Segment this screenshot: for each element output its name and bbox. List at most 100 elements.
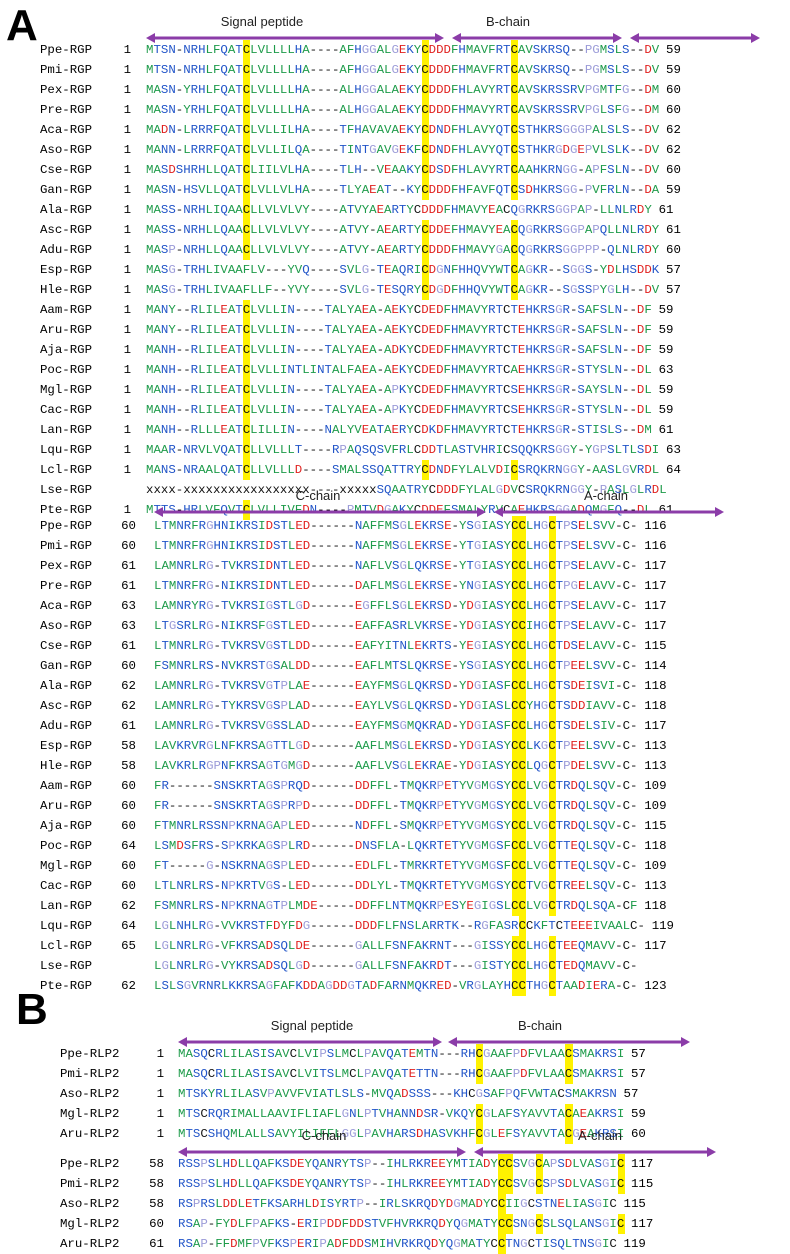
sequence-end-position: 59 — [658, 323, 674, 337]
cysteine-highlight — [242, 100, 251, 120]
cysteine-highlight — [511, 856, 520, 876]
sequence-residues: RSAP-FYDLFPAFKS-ERIPDDFDDSTVFHVRKRQDYQGM… — [178, 1217, 625, 1231]
sequence-residues: xxxx-xxxxxxxxxxxxxxxxx----xxxxxSQAATRYCD… — [146, 483, 667, 497]
sequence-name: Lan-RGP — [40, 423, 93, 437]
alignment-row: Aja-RGP 60 FTMNRLRSSNPKRNAGAPLED------NDFF… — [0, 816, 790, 836]
sequence-residues: MANY--RLILEATCLVLLIN----TALYAEA-AEKYCDED… — [146, 303, 652, 317]
sequence-name: Lqu-RGP — [40, 443, 93, 457]
sequence-name: Aso-RGP — [40, 143, 93, 157]
sequence-residues: LTMNRFRGHNIKRSIDSTLED------NAFFMSGLEKRSE… — [154, 519, 638, 533]
sequence-name: Aru-RLP2 — [60, 1237, 120, 1251]
cysteine-highlight — [519, 816, 527, 836]
sequence-residues: LTGSRLRG-NIKRSFGSTLED------EAFFASRLVKRSE… — [154, 619, 638, 633]
cysteine-highlight — [242, 420, 251, 440]
sequence-end-position: 60 — [666, 243, 681, 257]
cysteine-highlight — [548, 736, 557, 756]
cysteine-highlight — [421, 60, 430, 80]
sequence-end-position: 57 — [666, 263, 681, 277]
cysteine-highlight — [548, 676, 557, 696]
cysteine-highlight — [548, 976, 557, 996]
sequence-name: Cac-RGP — [40, 879, 93, 893]
sequence-residues: MASN-YRHLFQATCLVLLLLHA----ALHGGALAEKYCDD… — [146, 103, 660, 117]
sequence-residues: LAMNRLRG-TYKRSVGSPLAD------EAYLVSGLQKRSD… — [154, 699, 638, 713]
sequence-residues: LAMNRLRG-TVKRSVGSSLAD------EAYFMSGMQKRAD… — [154, 719, 638, 733]
sequence-end-position: 109 — [644, 859, 667, 873]
cysteine-highlight — [421, 180, 430, 200]
sequence-start-position: 1 — [123, 263, 131, 277]
sequence-residues: LTMNRLRG-TVKRSVGSTLDD------EAFYITNLEKRTS… — [154, 639, 638, 653]
sequence-residues: MANY--RLILEATCLVLLIN----TALYAEA-AEKYCDED… — [146, 323, 652, 337]
sequence-end-position: 117 — [644, 579, 667, 593]
sequence-residues: LAVKRVRGLNFKRSAGTTLGD------AAFLMSGLEKRSD… — [154, 739, 638, 753]
cysteine-highlight — [511, 280, 519, 300]
alignment-row: Aca-RGP 63 LAMNRYRG-TVKRSIGSTLGD------EGFF… — [0, 596, 790, 616]
cysteine-highlight — [511, 140, 519, 160]
sequence-residues: MTSCRQRIMALLAAVIFLIAFLGNLPTVHANNDSR-VKQY… — [178, 1107, 625, 1121]
alignment-row: Pte-RGP 62 LSLSGVRNRLKKRSAGFAFKDDAGDDGTADF… — [0, 976, 790, 996]
sequence-end-position: 117 — [631, 1217, 654, 1231]
sequence-start-position: 63 — [121, 599, 136, 613]
sequence-start-position: 1 — [123, 503, 131, 517]
sequence-name: Lse-RGP — [40, 483, 93, 497]
sequence-name: Pre-RGP — [40, 579, 93, 593]
cysteine-highlight — [511, 796, 520, 816]
sequence-residues: MANH--RLILEATCLVLLINTLINTALFAEA-AEKYCDED… — [146, 363, 652, 377]
cysteine-highlight — [519, 616, 527, 636]
sequence-name: Pte-RGP — [40, 979, 93, 993]
sequence-end-position: 59 — [658, 303, 674, 317]
alignment-row: Aso-RLP2 1 MTSKYRLILASVPAVVFVIATLSLS-MVQAD… — [0, 1084, 790, 1104]
sequence-residues: LTMNRFRGHNIKRSIDSTLED------NAFFMSGLEKRSE… — [154, 539, 638, 553]
cysteine-highlight — [519, 596, 527, 616]
alignment-row: Mgl-RGP 1 MANH--RLILEATCLVLLIN----TALYAEA-… — [0, 380, 790, 400]
cysteine-highlight — [421, 260, 430, 280]
alignment-row: Asc-RGP 62 LAMNRLRG-TYKRSVGSPLAD------EAYL… — [0, 696, 790, 716]
panel-letter: A — [6, 1, 38, 50]
sequence-name: Aam-RGP — [40, 303, 93, 317]
sequence-residues: LGLNRLRG-VYKRSADSQLGD------GALLFSNFAKRDT… — [154, 959, 638, 973]
cysteine-highlight — [548, 576, 557, 596]
cysteine-highlight — [511, 936, 520, 956]
sequence-residues: MTTS-HRLVFQVTCLVLLIVFDN----PMTVDGAKYCDDE… — [146, 503, 652, 517]
cysteine-highlight — [548, 936, 557, 956]
sequence-start-position: 62 — [121, 679, 136, 693]
sequence-start-position: 1 — [156, 1067, 164, 1081]
sequence-start-position: 65 — [121, 939, 136, 953]
sequence-end-position: 61 — [658, 423, 674, 437]
cysteine-highlight — [511, 816, 520, 836]
cysteine-highlight — [519, 796, 527, 816]
sequence-name: Aso-RGP — [40, 619, 93, 633]
sequence-end-position: 117 — [644, 719, 667, 733]
sequence-end-position: 60 — [631, 1127, 646, 1141]
sequence-end-position: 57 — [666, 283, 681, 297]
cysteine-highlight — [519, 636, 527, 656]
sequence-name: Lqu-RGP — [40, 919, 93, 933]
cysteine-highlight — [242, 80, 251, 100]
sequence-name: Ppe-RLP2 — [60, 1157, 120, 1171]
alignment-row: Ppe-RLP2 58 RSSPSLHDLLQAFKSDEYQANRYTSP--IH… — [0, 1154, 790, 1174]
alignment-row: Cac-RGP 60 LTLNRLRS-NPKRTVGS-LED------DDLY… — [0, 876, 790, 896]
sequence-name: Adu-RGP — [40, 719, 93, 733]
sequence-start-position: 61 — [121, 579, 136, 593]
sequence-start-position: 1 — [123, 103, 131, 117]
sequence-end-position: 115 — [644, 639, 667, 653]
sequence-start-position: 1 — [123, 243, 131, 257]
sequence-start-position: 1 — [123, 343, 131, 357]
sequence-name: Mgl-RGP — [40, 859, 93, 873]
cysteine-highlight — [519, 656, 527, 676]
cysteine-highlight — [519, 556, 527, 576]
sequence-start-position: 62 — [121, 979, 136, 993]
alignment-row: Mgl-RGP 60 FT-----G-NSKRNAGSPLED------EDLF… — [0, 856, 790, 876]
sequence-residues: FSMNRLRS-NPKRNAGTPLMDE-----DDFFLNTMQKRPE… — [154, 899, 638, 913]
sequence-start-position: 58 — [149, 1177, 164, 1191]
cysteine-highlight — [548, 876, 557, 896]
sequence-start-position: 1 — [123, 163, 131, 177]
sequence-name: Aru-RGP — [40, 799, 93, 813]
sequence-end-position: 61 — [666, 223, 681, 237]
cysteine-highlight — [548, 516, 557, 536]
cysteine-highlight — [511, 60, 519, 80]
sequence-end-position: 57 — [623, 1087, 639, 1101]
sequence-start-position: 1 — [123, 363, 131, 377]
sequence-start-position: 60 — [121, 539, 136, 553]
cysteine-highlight — [519, 576, 527, 596]
cysteine-highlight — [548, 636, 557, 656]
